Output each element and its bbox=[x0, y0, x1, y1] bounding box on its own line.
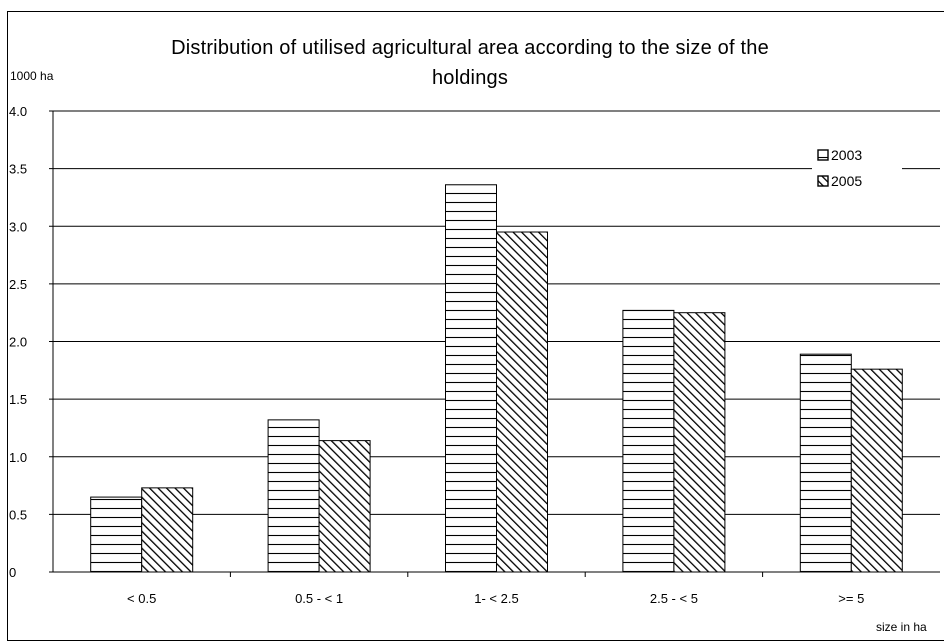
legend-label-2005: 2005 bbox=[831, 173, 862, 189]
bar-2003 bbox=[799, 353, 852, 573]
x-tick-label: >= 5 bbox=[838, 591, 864, 606]
y-tick-label: 3.0 bbox=[9, 219, 27, 234]
x-axis-unit-label: size in ha bbox=[876, 620, 927, 634]
bars bbox=[90, 184, 903, 573]
y-tick-label: 1.0 bbox=[9, 450, 27, 465]
x-tick-label: 2.5 - < 5 bbox=[650, 591, 698, 606]
bar-2005 bbox=[318, 440, 371, 573]
legend-swatch-2005 bbox=[817, 175, 829, 187]
bar-2005 bbox=[850, 368, 903, 573]
x-tick-labels: < 0.5 0.5 - < 1 1- < 2.5 2.5 - < 5 >= 5 bbox=[127, 591, 864, 606]
x-tick-label: < 0.5 bbox=[127, 591, 156, 606]
x-tick-label: 0.5 - < 1 bbox=[295, 591, 343, 606]
bar-2003 bbox=[267, 419, 320, 573]
bar-2005 bbox=[141, 487, 194, 573]
chart-title-line-2: holdings bbox=[431, 67, 509, 89]
y-tick-label: 0.5 bbox=[9, 507, 27, 522]
y-tick-label: 2.0 bbox=[9, 335, 27, 350]
y-tick-label: 0 bbox=[9, 565, 16, 580]
y-tick-labels: 0 0.5 1.0 1.5 2.0 2.5 3.0 3.5 4.0 bbox=[9, 104, 27, 580]
bar-2005 bbox=[673, 312, 726, 573]
legend-label-2003: 2003 bbox=[831, 147, 862, 163]
legend-swatch-2003 bbox=[817, 149, 829, 161]
y-tick-label: 3.5 bbox=[9, 162, 27, 177]
chart-title: Distribution of utilised agricultural ar… bbox=[60, 33, 880, 93]
bar-2005 bbox=[496, 231, 548, 573]
axes bbox=[49, 110, 940, 577]
chart-title-line-1: Distribution of utilised agricultural ar… bbox=[171, 37, 769, 59]
x-tick-label: 1- < 2.5 bbox=[474, 591, 518, 606]
bar-2003 bbox=[90, 496, 143, 573]
y-tick-label: 2.5 bbox=[9, 277, 27, 292]
bar-2003 bbox=[622, 309, 675, 573]
y-tick-label: 1.5 bbox=[9, 392, 27, 407]
bar-2003 bbox=[445, 184, 497, 573]
y-tick-label: 4.0 bbox=[9, 104, 27, 119]
legend: 2003 2005 bbox=[812, 141, 902, 191]
y-axis-unit-label: 1000 ha bbox=[10, 69, 54, 83]
